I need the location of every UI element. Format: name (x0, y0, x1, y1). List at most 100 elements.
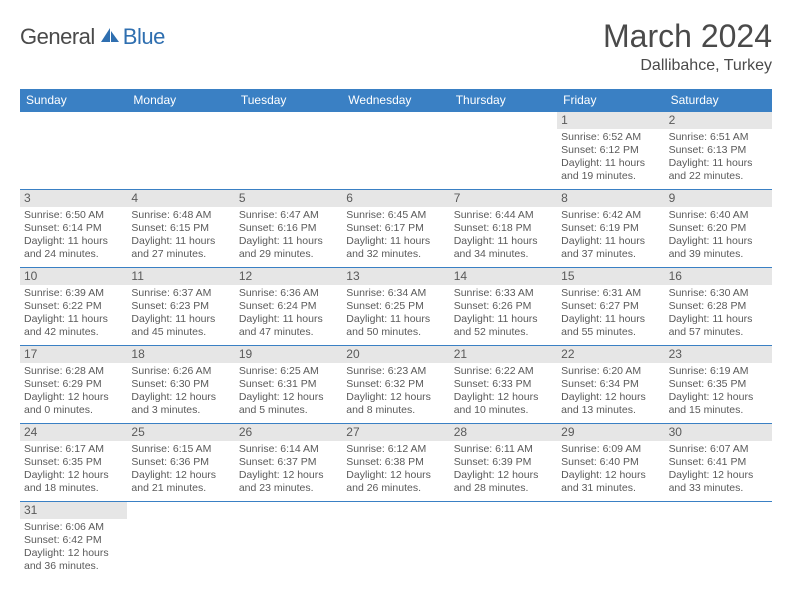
logo-sail-icon (99, 26, 121, 49)
day-info-line: and 29 minutes. (239, 248, 338, 261)
day-cell: 29Sunrise: 6:09 AMSunset: 6:40 PMDayligh… (557, 424, 664, 502)
day-info-line: Daylight: 12 hours (454, 391, 553, 404)
day-number: 13 (342, 268, 449, 285)
day-info-line: Daylight: 11 hours (131, 313, 230, 326)
day-cell: 12Sunrise: 6:36 AMSunset: 6:24 PMDayligh… (235, 268, 342, 346)
day-info-line: Sunrise: 6:34 AM (346, 287, 445, 300)
day-number: 15 (557, 268, 664, 285)
day-info-line: and 32 minutes. (346, 248, 445, 261)
day-info-line: Sunset: 6:33 PM (454, 378, 553, 391)
day-info-line: and 15 minutes. (669, 404, 768, 417)
day-cell: 25Sunrise: 6:15 AMSunset: 6:36 PMDayligh… (127, 424, 234, 502)
day-info-line: Sunset: 6:42 PM (24, 534, 123, 547)
day-header: Monday (127, 89, 234, 112)
day-info-line: Sunrise: 6:22 AM (454, 365, 553, 378)
day-info-line: Daylight: 12 hours (24, 469, 123, 482)
day-info-line: Sunrise: 6:19 AM (669, 365, 768, 378)
day-info-line: and 28 minutes. (454, 482, 553, 495)
day-number: 10 (20, 268, 127, 285)
day-cell: 28Sunrise: 6:11 AMSunset: 6:39 PMDayligh… (450, 424, 557, 502)
day-cell: 14Sunrise: 6:33 AMSunset: 6:26 PMDayligh… (450, 268, 557, 346)
day-number: 12 (235, 268, 342, 285)
day-info-line: and 24 minutes. (24, 248, 123, 261)
day-info-line: Daylight: 12 hours (346, 391, 445, 404)
day-info-line: and 21 minutes. (131, 482, 230, 495)
day-info-line: and 34 minutes. (454, 248, 553, 261)
day-info-line: Sunrise: 6:44 AM (454, 209, 553, 222)
day-cell: 16Sunrise: 6:30 AMSunset: 6:28 PMDayligh… (665, 268, 772, 346)
day-info-line: Sunset: 6:32 PM (346, 378, 445, 391)
day-info-line: Sunrise: 6:15 AM (131, 443, 230, 456)
day-info-line: Sunset: 6:34 PM (561, 378, 660, 391)
day-number: 26 (235, 424, 342, 441)
day-info-line: Sunset: 6:20 PM (669, 222, 768, 235)
day-cell: 7Sunrise: 6:44 AMSunset: 6:18 PMDaylight… (450, 190, 557, 268)
day-info-line: Sunrise: 6:31 AM (561, 287, 660, 300)
day-number: 21 (450, 346, 557, 363)
day-info-line: Sunset: 6:35 PM (24, 456, 123, 469)
day-info-line: Sunset: 6:40 PM (561, 456, 660, 469)
day-info-line: Sunset: 6:16 PM (239, 222, 338, 235)
day-cell: 22Sunrise: 6:20 AMSunset: 6:34 PMDayligh… (557, 346, 664, 424)
day-cell: 26Sunrise: 6:14 AMSunset: 6:37 PMDayligh… (235, 424, 342, 502)
day-number: 11 (127, 268, 234, 285)
day-info-line: Sunset: 6:27 PM (561, 300, 660, 313)
header: General Blue March 2024 Dallibahce, Turk… (20, 18, 772, 75)
day-number: 4 (127, 190, 234, 207)
day-info-line: Sunrise: 6:20 AM (561, 365, 660, 378)
day-info-line: Sunrise: 6:48 AM (131, 209, 230, 222)
day-number: 22 (557, 346, 664, 363)
day-cell: 20Sunrise: 6:23 AMSunset: 6:32 PMDayligh… (342, 346, 449, 424)
day-number: 3 (20, 190, 127, 207)
day-cell (450, 112, 557, 190)
day-info-line: Sunrise: 6:17 AM (24, 443, 123, 456)
day-cell: 1Sunrise: 6:52 AMSunset: 6:12 PMDaylight… (557, 112, 664, 190)
day-info-line: Sunrise: 6:37 AM (131, 287, 230, 300)
day-info-line: Sunrise: 6:45 AM (346, 209, 445, 222)
day-cell: 15Sunrise: 6:31 AMSunset: 6:27 PMDayligh… (557, 268, 664, 346)
day-info-line: and 42 minutes. (24, 326, 123, 339)
day-info-line: Sunset: 6:35 PM (669, 378, 768, 391)
day-info-line: Sunset: 6:18 PM (454, 222, 553, 235)
day-info-line: Sunrise: 6:12 AM (346, 443, 445, 456)
logo: General Blue (20, 24, 165, 50)
day-cell (20, 112, 127, 190)
day-info-line: Sunset: 6:31 PM (239, 378, 338, 391)
day-cell: 23Sunrise: 6:19 AMSunset: 6:35 PMDayligh… (665, 346, 772, 424)
day-info-line: Sunset: 6:28 PM (669, 300, 768, 313)
location: Dallibahce, Turkey (603, 57, 772, 75)
day-info-line: and 5 minutes. (239, 404, 338, 417)
day-info-line: Sunset: 6:12 PM (561, 144, 660, 157)
day-info-line: Sunrise: 6:06 AM (24, 521, 123, 534)
day-info-line: Sunset: 6:38 PM (346, 456, 445, 469)
day-number: 29 (557, 424, 664, 441)
day-info-line: Daylight: 11 hours (24, 313, 123, 326)
day-info-line: and 23 minutes. (239, 482, 338, 495)
day-info-line: Sunset: 6:15 PM (131, 222, 230, 235)
day-info-line: Sunset: 6:22 PM (24, 300, 123, 313)
day-info-line: and 36 minutes. (24, 560, 123, 573)
day-number: 16 (665, 268, 772, 285)
day-number: 14 (450, 268, 557, 285)
day-info-line: Sunrise: 6:52 AM (561, 131, 660, 144)
day-info-line: Daylight: 12 hours (239, 391, 338, 404)
day-info-line: Sunset: 6:23 PM (131, 300, 230, 313)
day-number: 30 (665, 424, 772, 441)
day-info-line: Daylight: 12 hours (454, 469, 553, 482)
day-info-line: Sunrise: 6:23 AM (346, 365, 445, 378)
day-info-line: Daylight: 12 hours (669, 469, 768, 482)
day-info-line: and 13 minutes. (561, 404, 660, 417)
day-info-line: and 8 minutes. (346, 404, 445, 417)
day-cell (342, 112, 449, 190)
day-info-line: Sunrise: 6:26 AM (131, 365, 230, 378)
day-info-line: Sunrise: 6:51 AM (669, 131, 768, 144)
day-info-line: Sunset: 6:26 PM (454, 300, 553, 313)
month-title: March 2024 (603, 18, 772, 55)
day-info-line: Daylight: 11 hours (561, 157, 660, 170)
day-number: 31 (20, 502, 127, 519)
day-info-line: Sunrise: 6:47 AM (239, 209, 338, 222)
day-header: Wednesday (342, 89, 449, 112)
day-info-line: Sunset: 6:36 PM (131, 456, 230, 469)
day-cell: 9Sunrise: 6:40 AMSunset: 6:20 PMDaylight… (665, 190, 772, 268)
day-info-line: Daylight: 12 hours (24, 547, 123, 560)
